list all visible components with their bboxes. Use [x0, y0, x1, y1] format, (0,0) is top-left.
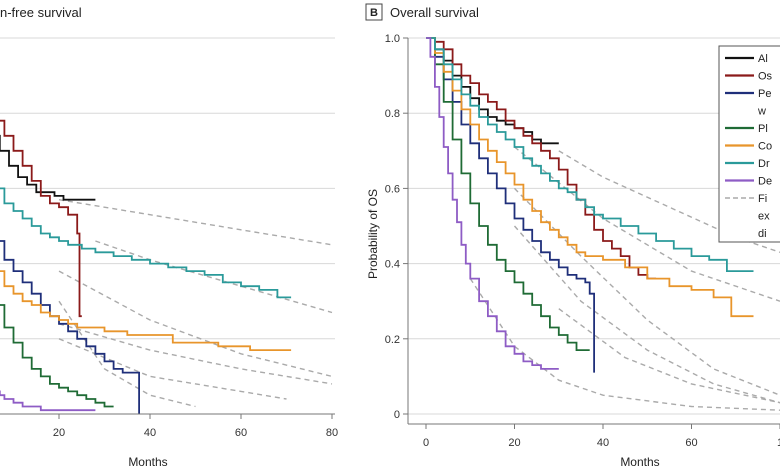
legend-item-Fi: Fi [725, 193, 767, 205]
panel-b-series-pl [426, 37, 590, 351]
panel-a-x-tick-label: 40 [144, 427, 156, 439]
panel-a-series-dr [0, 187, 292, 299]
panel-a-x-axis-title: Months [128, 455, 167, 469]
panel-b-y-axis-title: Probability of OS [366, 189, 380, 279]
legend-item-di: di [758, 228, 767, 240]
panel-b-y-tick-label: 0 [394, 409, 400, 421]
panel-a-x-tick-label: 60 [235, 427, 247, 439]
legend-item-ex: ex [758, 211, 770, 223]
panel-disease-free-survival: n-free survival 20 40 60 80 Months [0, 5, 338, 469]
panel-b-x-axis-title: Months [620, 455, 659, 469]
legend-label: w [757, 106, 766, 118]
panel-a-x-tick-label: 80 [326, 427, 338, 439]
legend-label: Pe [758, 88, 771, 100]
legend-item-w: w [757, 106, 766, 118]
panel-b-x-tick-label: 60 [685, 437, 697, 449]
panel-b-x-tick-label: 0 [423, 437, 429, 449]
panel-b-y-tick-label: 0.6 [385, 183, 400, 195]
legend-label: Os [758, 71, 773, 83]
panel-b-series-de [426, 37, 559, 370]
panel-a-series [0, 119, 333, 414]
panel-b-series-fitted-10 [513, 225, 780, 404]
panel-b-series-co [426, 37, 754, 318]
panel-a-series-fitted-11 [58, 338, 287, 400]
panel-a-series-fitted-8 [95, 240, 333, 314]
panel-b-letter: B [370, 7, 378, 19]
panel-a-gridlines [0, 37, 335, 415]
panel-a-series-fi [58, 199, 333, 246]
panel-b-series-pe [426, 37, 595, 373]
legend-label: Co [758, 141, 772, 153]
legend-item-Os: Os [725, 71, 773, 83]
panel-b-series [426, 37, 780, 411]
legend-label: De [758, 176, 772, 188]
panel-b-series-fitted-11 [469, 278, 780, 411]
panel-a-series-pl [0, 304, 114, 408]
panel-a-series-pe [0, 240, 140, 414]
panel-b-series-al [426, 37, 559, 145]
legend-item-Pl: Pl [725, 123, 768, 135]
legend-item-Dr: Dr [725, 158, 770, 170]
legend-item-De: De [725, 176, 772, 188]
legend-items: Al Os Pe w Pl Co Dr De Fi ex di [725, 53, 773, 240]
panel-b-y-ticks: 0 0.2 0.4 0.6 0.8 1.0 [385, 33, 408, 421]
panel-a-series-co [0, 270, 292, 351]
panel-b-badge [365, 3, 383, 21]
panel-b-title: Overall survival [390, 5, 479, 20]
legend-item-Al: Al [725, 53, 768, 65]
legend-box [718, 45, 780, 243]
panel-b-x-tick-label: 1 [777, 437, 780, 449]
panel-b-y-tick-label: 0.2 [385, 334, 400, 346]
legend-label: Fi [758, 193, 767, 205]
panel-b-y-tick-label: 1.0 [385, 33, 400, 45]
panel-a-series-fitted-12 [58, 300, 196, 408]
panel-a-series-fitted-9 [58, 270, 333, 378]
legend-label: Dr [758, 158, 770, 170]
legend-label: Pl [758, 123, 768, 135]
panel-b-y-tick-label: 0.4 [385, 259, 400, 271]
panel-a-series-fitted-10 [58, 323, 333, 385]
legend-label: ex [758, 211, 770, 223]
panel-overall-survival: B Overall survival 0 0.2 0.4 0.6 0.8 1.0 0 20 4… [365, 3, 780, 469]
panel-a-x-tick-label: 20 [53, 427, 65, 439]
panel-a-title: n-free survival [0, 5, 82, 20]
legend-item-Co: Co [725, 141, 772, 153]
panel-b-y-tick-label: 0.8 [385, 108, 400, 120]
panel-b-series-os [426, 37, 657, 280]
panel-b-series-fitted-12 [558, 308, 780, 404]
panel-b-series-dr [426, 37, 754, 272]
legend-label: di [758, 228, 767, 240]
panel-b-x-ticks: 0 20 40 60 1 [423, 424, 780, 449]
panel-a-series-os [0, 119, 82, 318]
panel-a-series-al [0, 134, 96, 201]
legend-label: Al [758, 53, 768, 65]
panel-b-x-tick-label: 40 [597, 437, 609, 449]
legend: Al Os Pe w Pl Co Dr De Fi ex di [718, 45, 780, 243]
panel-b-x-tick-label: 20 [508, 437, 520, 449]
panel-a-series-de [0, 390, 96, 412]
legend-item-Pe: Pe [725, 88, 771, 100]
panel-a-x-ticks: 20 40 60 80 [53, 414, 338, 439]
